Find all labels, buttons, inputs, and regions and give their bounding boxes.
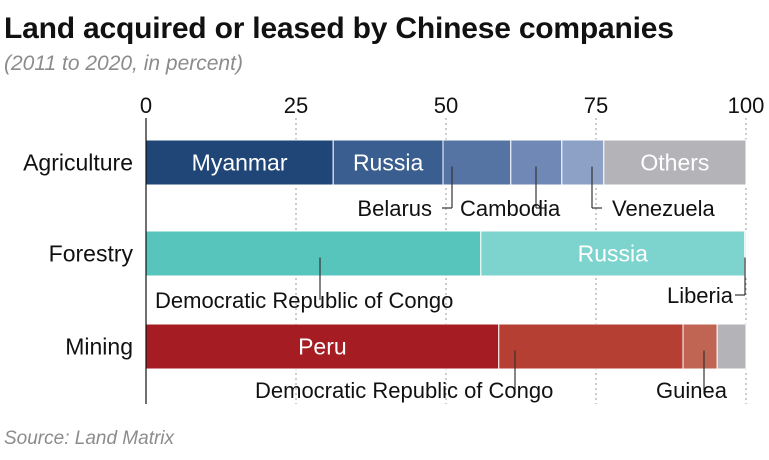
bars	[145, 139, 747, 370]
x-axis-ticks: 0 25 50 75 100	[140, 93, 764, 118]
data-label: Liberia	[667, 283, 734, 308]
x-tick-label: 75	[584, 93, 608, 118]
bar-segment	[682, 323, 718, 370]
bar-segment	[561, 139, 605, 186]
bar-segment	[442, 139, 512, 186]
bar-segment	[480, 230, 746, 277]
data-label: Peru	[298, 334, 347, 360]
bar-segment	[145, 323, 500, 370]
bar-segment	[603, 139, 747, 186]
bar-segment	[145, 139, 334, 186]
bar-segment	[145, 230, 482, 277]
segment-labels: Myanmar Russia Belarus Cambodia Venezuela Oth…	[155, 150, 746, 403]
x-tick-label: 100	[728, 93, 765, 118]
category-labels: Agriculture Forestry Mining	[23, 150, 133, 360]
data-label: Democratic Republic of Congo	[255, 378, 553, 403]
category-label: Mining	[65, 334, 133, 360]
data-label: Russia	[353, 150, 424, 176]
chart-subtitle: (2011 to 2020, in percent)	[4, 52, 243, 75]
x-tick-label: 0	[140, 93, 152, 118]
data-label: Others	[640, 150, 709, 176]
chart-title: Land acquired or leased by Chinese compa…	[4, 12, 674, 45]
data-label: Venezuela	[612, 196, 716, 221]
data-label: Democratic Republic of Congo	[155, 288, 453, 313]
data-label: Guinea	[656, 378, 728, 403]
chart-source: Source: Land Matrix	[4, 428, 175, 449]
x-tick-label: 25	[284, 93, 308, 118]
bar-segment	[498, 323, 684, 370]
data-label: Myanmar	[192, 150, 288, 176]
data-label: Cambodia	[460, 196, 561, 221]
data-label: Russia	[578, 241, 649, 267]
category-label: Agriculture	[23, 150, 133, 176]
data-label: Belarus	[357, 196, 432, 221]
bar-segment	[716, 323, 747, 370]
category-label: Forestry	[49, 241, 134, 267]
x-tick-label: 50	[434, 93, 458, 118]
